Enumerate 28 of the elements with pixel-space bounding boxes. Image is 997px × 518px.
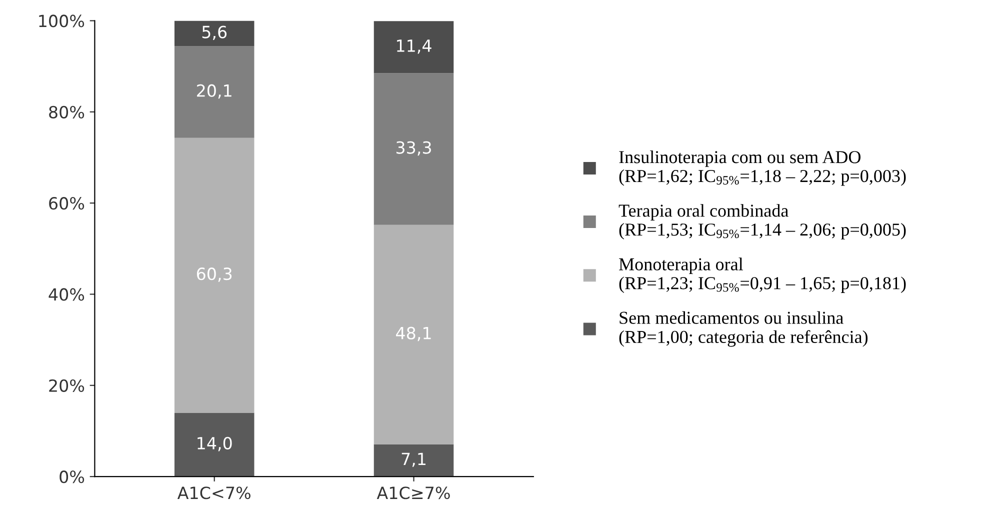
bar (174, 46, 254, 138)
x-tick-label: A1C≥7% (376, 486, 450, 500)
data-label: 60,3 (196, 268, 232, 282)
data-label: 20,1 (197, 84, 232, 99)
data-label: 11,4 (397, 40, 432, 54)
legend-label: Monoterapia oral (RP=1,23; IC$_{95%}$=0,91 – 1,65; p=0,181) (619, 258, 906, 293)
bar (374, 21, 454, 74)
legend-label: Terapia oral combinada (RP=1,53; IC$_{95%}$=1,14 – 2,06; p=0,005) (618, 204, 906, 240)
y-tick-label: 20% (49, 379, 84, 392)
y-tick-label: 60% (49, 197, 84, 210)
data-label: 7,1 (402, 452, 426, 467)
data-label: 48,1 (396, 326, 431, 342)
y-tick-label: 100% (39, 14, 84, 28)
bar (174, 412, 254, 477)
bar (374, 224, 454, 444)
y-tick-label: 40% (48, 288, 84, 301)
y-tick-label: 80% (49, 106, 84, 118)
data-label: 14,0 (198, 436, 232, 452)
bar (174, 138, 254, 413)
bar (374, 73, 454, 225)
legend-label: Insulinoterapia com ou sem ADO (RP=1,62; IC$_{95%}$=1,18 – 2,22; p=0,003) (619, 150, 906, 186)
bar (374, 444, 454, 477)
legend-label: Sem medicamentos ou insulina (RP=1,00; categoria de referência) (619, 311, 868, 347)
x-tick-label: A1C<7% (177, 486, 250, 500)
y-tick-label: 0% (60, 470, 84, 484)
data-label: 33,3 (396, 141, 431, 156)
bar (174, 20, 254, 46)
data-label: 5,6 (202, 26, 227, 40)
